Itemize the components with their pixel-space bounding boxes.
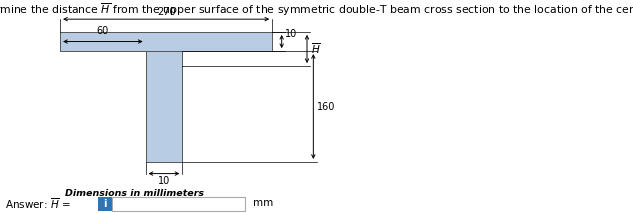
Text: Dimensions in millimeters: Dimensions in millimeters <box>65 189 204 197</box>
Text: mm: mm <box>253 199 273 208</box>
Text: i: i <box>103 199 107 209</box>
Text: Determine the distance $\overline{H}$ from the upper surface of the symmetric do: Determine the distance $\overline{H}$ fr… <box>0 1 633 18</box>
Bar <box>146 51 182 162</box>
Bar <box>112 197 245 211</box>
Text: 60: 60 <box>97 26 109 36</box>
Text: $\overline{H}$: $\overline{H}$ <box>311 42 320 56</box>
Text: 10: 10 <box>285 29 297 39</box>
Text: 160: 160 <box>317 102 335 111</box>
Text: 270: 270 <box>157 7 175 17</box>
Text: Answer: $\overline{H}$ =: Answer: $\overline{H}$ = <box>5 196 71 211</box>
Bar <box>60 32 272 51</box>
Text: 10: 10 <box>158 176 170 186</box>
Bar <box>98 197 112 211</box>
